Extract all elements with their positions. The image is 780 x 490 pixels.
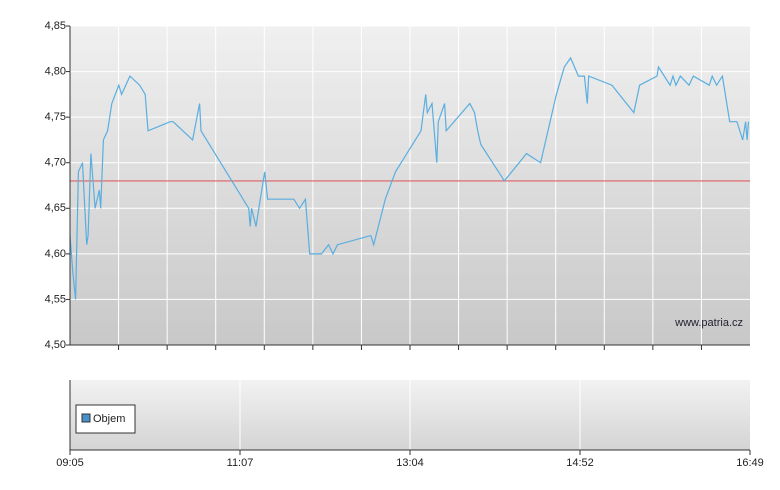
y-tick-label: 4,50 bbox=[45, 339, 66, 351]
x-tick-label: 16:49 bbox=[736, 457, 764, 469]
y-tick-label: 4,70 bbox=[45, 157, 66, 169]
y-tick-label: 4,85 bbox=[45, 20, 66, 32]
x-tick-label: 13:04 bbox=[396, 457, 424, 469]
price-line bbox=[69, 56, 750, 300]
y-tick-label: 4,65 bbox=[45, 202, 66, 214]
legend-swatch bbox=[81, 413, 91, 423]
y-tick-label: 4,75 bbox=[45, 111, 66, 123]
x-tick-label: 14:52 bbox=[566, 457, 594, 469]
vertical-grid bbox=[118, 26, 702, 350]
y-tick-label: 4,60 bbox=[45, 248, 66, 260]
layer: 4,50 4,55 4,60 4,65 4,70 4,75 4,80 4,85 09:05 11:… bbox=[45, 20, 764, 469]
x-tick-label: 11:07 bbox=[227, 457, 254, 469]
y-tick-label: 4,55 bbox=[45, 293, 66, 305]
legend-label: Objem bbox=[93, 413, 125, 425]
x-tick-label: 09:05 bbox=[56, 457, 84, 469]
y-tick-label: 4,80 bbox=[45, 65, 66, 77]
watermark: www.patria.cz bbox=[674, 317, 743, 329]
